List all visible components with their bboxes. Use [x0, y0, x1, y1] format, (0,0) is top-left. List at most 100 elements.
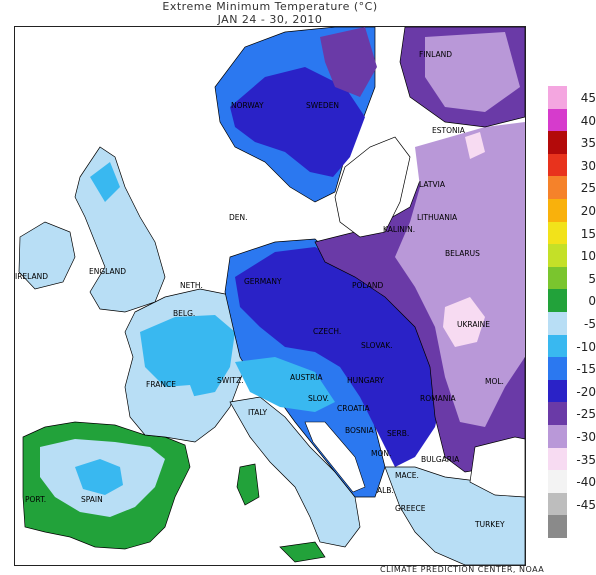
- label-switz: SWITZ.: [217, 376, 244, 385]
- label-austria: AUSTRIA: [290, 373, 323, 382]
- massif-cold-core: [163, 385, 200, 422]
- legend-swatch: [548, 86, 567, 109]
- france-cool-zone: [140, 315, 235, 397]
- legend-swatch: [548, 131, 567, 154]
- legend-label: -30: [576, 429, 596, 444]
- label-germany: GERMANY: [244, 277, 282, 286]
- lighter-purple-zone: [395, 122, 525, 427]
- black-sea: [469, 436, 525, 498]
- temperature-legend: 45 40 35 30 25 20 15 10 5 0 -5 -10 -15 -20 -25 -30 -35 -4…: [548, 86, 596, 538]
- legend-row: -35: [548, 447, 596, 471]
- legend-row: 10: [548, 244, 596, 267]
- sicily: [279, 541, 326, 563]
- label-belg: BELG.: [173, 309, 195, 318]
- legend-swatch: [548, 153, 567, 177]
- legend-swatch: [548, 289, 567, 312]
- label-kalinin: KALININ.: [383, 225, 415, 234]
- legend-row: -15: [548, 357, 596, 380]
- legend-swatch: [548, 108, 567, 132]
- legend-row: 45: [548, 86, 596, 109]
- scotland-cool: [90, 162, 120, 202]
- legend-label: 15: [580, 226, 596, 241]
- legend-label: -35: [576, 452, 596, 467]
- label-france: FRANCE: [146, 380, 176, 389]
- adriatic-sea: [304, 421, 366, 493]
- label-den: DEN.: [229, 213, 248, 222]
- iberia-cold-core: [75, 459, 123, 495]
- legend-label: 10: [580, 249, 596, 264]
- legend-row: -45: [548, 492, 596, 516]
- legend-swatch: [548, 198, 567, 222]
- label-turkey: TURKEY: [474, 520, 505, 529]
- label-belarus: BELARUS: [445, 249, 480, 258]
- label-estonia: ESTONIA: [432, 126, 466, 135]
- finland-lighter: [425, 32, 520, 112]
- label-mace: MACE.: [395, 471, 419, 480]
- label-ireland: IRELAND: [15, 272, 48, 281]
- title-line-2: JAN 24 - 30, 2010: [217, 13, 323, 26]
- legend-label: 5: [588, 271, 596, 286]
- alps-lighter: [235, 357, 335, 412]
- legend-label: 40: [580, 113, 596, 128]
- label-lithuania: LITHUANIA: [417, 213, 458, 222]
- label-serb: SERB.: [387, 429, 409, 438]
- legend-label: -10: [576, 339, 596, 354]
- label-slovak: SLOVAK.: [361, 341, 393, 350]
- label-bulgaria: BULGARIA: [421, 455, 460, 464]
- label-slov: SLOV.: [308, 394, 329, 403]
- legend-row: 20: [548, 198, 596, 222]
- legend-row: 35: [548, 131, 596, 154]
- italy-zone: [229, 396, 361, 548]
- label-italy: ITALY: [248, 408, 268, 417]
- legend-swatch: [548, 515, 567, 538]
- legend-row: 25: [548, 176, 596, 199]
- label-bosnia: BOSNIA: [345, 426, 374, 435]
- legend-label: -15: [576, 362, 596, 377]
- scandinavia-cold: [230, 67, 365, 177]
- legend-label: 25: [580, 181, 596, 196]
- legend-row: 40: [548, 108, 596, 132]
- legend-swatch: [548, 492, 567, 516]
- legend-swatch: [548, 470, 567, 493]
- legend-swatch: [548, 334, 567, 358]
- legend-swatch: [548, 379, 567, 403]
- legend-label: -25: [576, 407, 596, 422]
- legend-row: 30: [548, 153, 596, 177]
- legend-label: -5: [584, 316, 596, 331]
- legend-swatch: [548, 402, 567, 425]
- sardinia: [236, 463, 260, 506]
- title-line-1: Extreme Minimum Temperature (°C): [162, 0, 378, 13]
- label-latvia: LATVIA: [419, 180, 446, 189]
- label-ukraine: UKRAINE: [457, 320, 490, 329]
- label-poland: POLAND: [352, 281, 384, 290]
- label-sweden: SWEDEN: [306, 101, 339, 110]
- baltic-sea: [334, 136, 411, 238]
- credit-text: CLIMATE PREDICTION CENTER, NOAA: [380, 565, 545, 574]
- legend-label: -40: [576, 475, 596, 490]
- legend-row: -10: [548, 334, 596, 358]
- legend-swatch: [548, 244, 567, 267]
- label-hungary: HUNGARY: [347, 376, 384, 385]
- label-finland: FINLAND: [419, 50, 452, 59]
- label-alb: ALB.: [377, 486, 394, 495]
- label-greece: GREECE: [395, 504, 426, 513]
- label-neth: NETH.: [180, 281, 203, 290]
- legend-row: 5: [548, 266, 596, 290]
- label-croatia: CROATIA: [337, 404, 371, 413]
- estonia-coldest: [465, 132, 485, 159]
- map-title: Extreme Minimum Temperature (°C) JAN 24 …: [0, 0, 540, 26]
- legend-label: 0: [588, 294, 596, 309]
- label-port: PORT.: [25, 495, 46, 504]
- label-mol: MOL.: [485, 377, 504, 386]
- legend-row: -30: [548, 424, 596, 448]
- legend-row: -25: [548, 402, 596, 425]
- legend-label: -20: [576, 384, 596, 399]
- label-mon: MON.: [371, 449, 391, 458]
- legend-label: 30: [580, 158, 596, 173]
- ukraine-coldest: [443, 297, 485, 347]
- label-romania: ROMANIA: [420, 394, 457, 403]
- label-norway: NORWAY: [231, 101, 264, 110]
- legend-swatch: [548, 176, 567, 199]
- legend-label: 20: [580, 203, 596, 218]
- legend-swatch: [548, 311, 567, 335]
